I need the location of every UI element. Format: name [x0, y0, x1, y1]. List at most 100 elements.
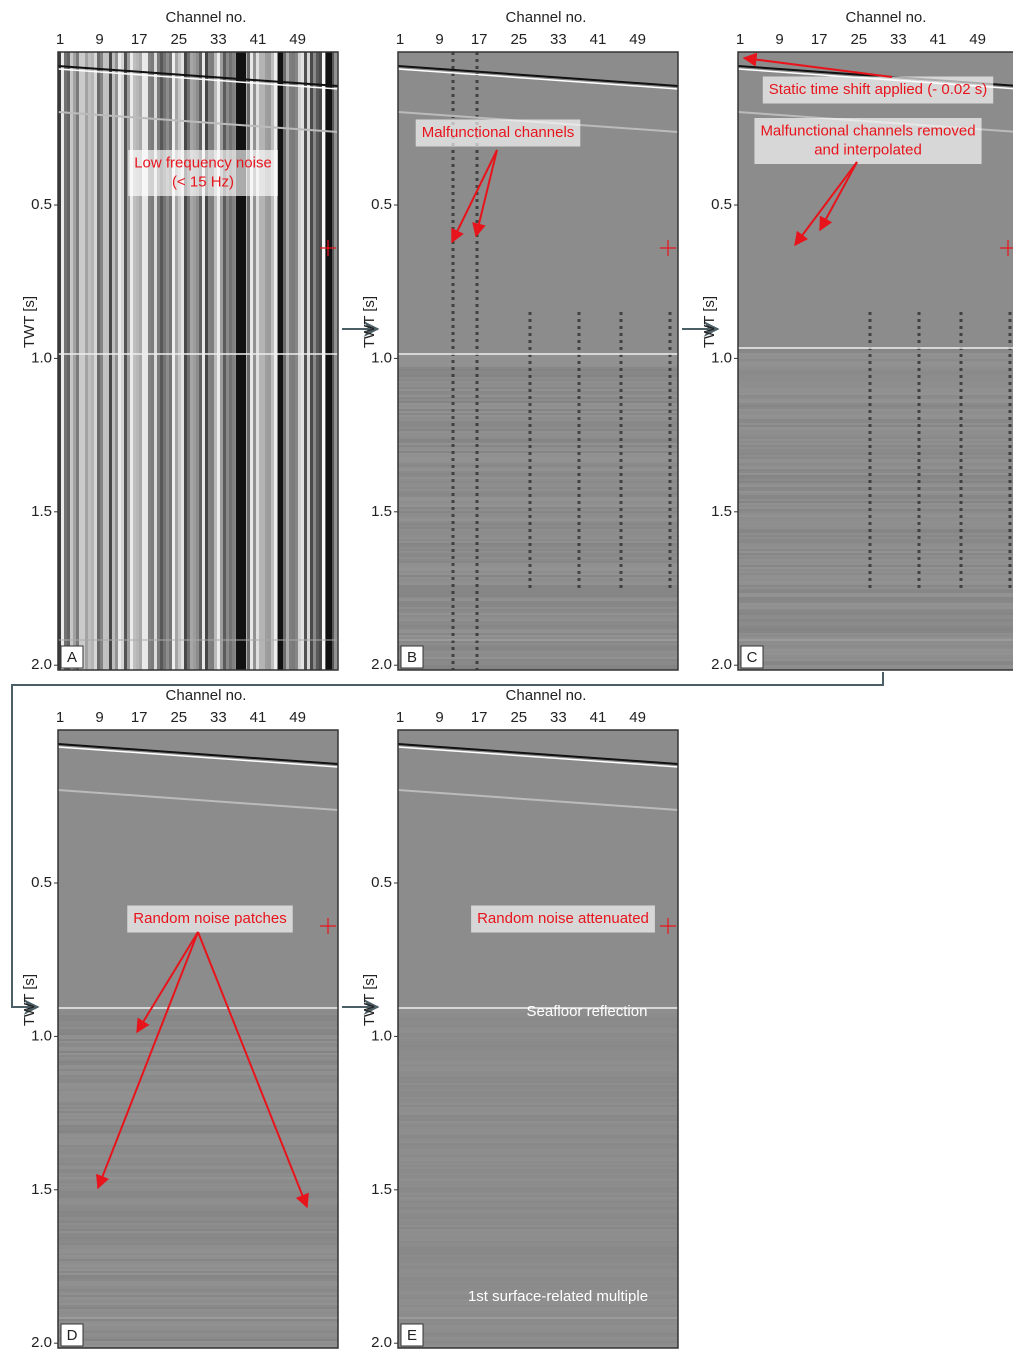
trace [193, 52, 196, 670]
trace [103, 52, 106, 670]
seismic-panel: Channel no.TWT [s]1917253341490.51.01.52… [701, 9, 1013, 673]
panel-letter: B [407, 649, 417, 666]
trace [148, 52, 151, 670]
trace [286, 52, 289, 670]
x-tick-label: 49 [289, 709, 306, 726]
x-tick-label: 49 [629, 31, 646, 48]
annotation: Random noise attenuated [471, 906, 655, 933]
trace [175, 52, 178, 670]
y-tick-label: 0.5 [711, 196, 732, 213]
annotation: 1st surface-related multiple [468, 1288, 648, 1305]
x-tick-label: 41 [250, 31, 267, 48]
x-tick-label: 1 [56, 31, 64, 48]
x-tick-label: 49 [969, 31, 986, 48]
y-tick-label: 1.5 [371, 1181, 392, 1198]
seismic-image [58, 730, 338, 1348]
x-tick-label: 1 [396, 31, 404, 48]
trace [202, 52, 205, 670]
x-tick-label: 17 [811, 31, 828, 48]
y-axis-label: TWT [s] [21, 296, 38, 348]
y-tick-label: 1.5 [31, 1181, 52, 1198]
trace [124, 52, 127, 670]
trace [100, 52, 103, 670]
trace [67, 52, 70, 670]
trace [307, 52, 310, 670]
trace [313, 52, 316, 670]
x-tick-label: 33 [550, 709, 567, 726]
trace [88, 52, 91, 670]
annotation-text: Malfunctional channels removed [760, 122, 975, 139]
x-tick-label: 25 [510, 31, 527, 48]
trace [145, 52, 148, 670]
y-axis-label: TWT [s] [361, 974, 378, 1026]
seismic-image [398, 730, 678, 1348]
x-tick-label: 41 [250, 709, 267, 726]
dead-trace [326, 52, 332, 670]
trace [292, 52, 295, 670]
y-tick-label: 0.5 [371, 874, 392, 891]
trace [142, 52, 145, 670]
y-tick-label: 2.0 [711, 656, 732, 673]
background [58, 730, 338, 1348]
trace [70, 52, 73, 670]
trace [178, 52, 181, 670]
trace [256, 52, 259, 670]
x-tick-label: 17 [131, 31, 148, 48]
y-tick-label: 2.0 [31, 656, 52, 673]
trace [172, 52, 175, 670]
trace [115, 52, 118, 670]
trace [157, 52, 160, 670]
annotation-text: Static time shift applied (- 0.02 s) [769, 81, 987, 98]
x-axis-label: Channel no. [166, 9, 247, 26]
trace [319, 52, 322, 670]
panel-letter: A [67, 649, 77, 666]
trace [232, 52, 235, 670]
trace [133, 52, 136, 670]
trace [220, 52, 223, 670]
annotation-text: Low frequency noise [134, 154, 272, 171]
trace [205, 52, 208, 670]
trace [130, 52, 133, 670]
trace [118, 52, 121, 670]
annotation-text: and interpolated [814, 141, 922, 158]
trace [316, 52, 319, 670]
y-tick-label: 0.5 [371, 196, 392, 213]
trace [139, 52, 142, 670]
trace [199, 52, 202, 670]
y-tick-label: 2.0 [371, 1334, 392, 1349]
trace [61, 52, 64, 670]
x-tick-label: 1 [56, 709, 64, 726]
x-axis-label: Channel no. [166, 687, 247, 704]
x-axis-label: Channel no. [506, 687, 587, 704]
trace [268, 52, 271, 670]
trace [121, 52, 124, 670]
x-tick-label: 9 [775, 31, 783, 48]
trace [298, 52, 301, 670]
annotation: Seafloor reflection [527, 1003, 648, 1020]
trace [259, 52, 262, 670]
trace [265, 52, 268, 670]
x-tick-label: 25 [510, 709, 527, 726]
y-tick-label: 1.5 [371, 503, 392, 520]
y-tick-label: 1.0 [711, 349, 732, 366]
trace [223, 52, 226, 670]
trace [184, 52, 187, 670]
trace [85, 52, 88, 670]
x-tick-label: 33 [550, 31, 567, 48]
y-tick-label: 1.0 [31, 349, 52, 366]
trace [106, 52, 109, 670]
trace [226, 52, 229, 670]
panel-letter: E [407, 1327, 417, 1344]
x-tick-label: 41 [590, 31, 607, 48]
x-axis-label: Channel no. [846, 9, 927, 26]
trace [187, 52, 190, 670]
x-tick-label: 1 [396, 709, 404, 726]
dead-trace [236, 52, 246, 670]
x-tick-label: 9 [95, 31, 103, 48]
trace [301, 52, 304, 670]
x-tick-label: 1 [736, 31, 744, 48]
y-tick-label: 1.5 [31, 503, 52, 520]
trace [151, 52, 154, 670]
